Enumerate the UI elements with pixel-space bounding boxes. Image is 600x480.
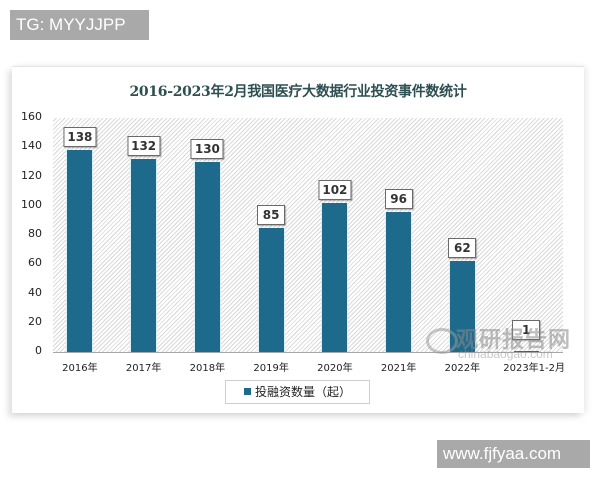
x-tick-label: 2016年 — [62, 363, 98, 374]
x-tick-label: 2023年1-2月 — [503, 363, 566, 374]
chart-title: 2016-2023年2月我国医疗大数据行业投资事件数统计 — [129, 84, 467, 100]
x-tick-label: 2020年 — [317, 363, 353, 374]
data-label: 85 — [257, 204, 286, 225]
chart-legend: 投融资数量（起） — [225, 380, 370, 404]
data-label: 96 — [384, 188, 413, 209]
watermark-top: TG: MYYJJPP — [10, 10, 149, 40]
y-tick-label: 160 — [21, 110, 42, 123]
y-tick-label: 100 — [21, 197, 42, 211]
chart-card: 2016-2023年2月我国医疗大数据行业投资事件数统计 0 20 40 60 80 10… — [12, 66, 584, 413]
legend-swatch-icon — [243, 388, 251, 395]
x-tick-label: 2017年 — [125, 363, 162, 374]
data-label: 132 — [127, 135, 161, 156]
bar — [131, 158, 157, 352]
bar — [513, 350, 539, 352]
y-tick-label: 0 — [35, 344, 42, 357]
bar — [386, 211, 412, 352]
x-axis-line — [53, 352, 563, 353]
y-tick-label: 60 — [28, 256, 42, 270]
x-tick-label: 2022年 — [444, 363, 481, 374]
data-label: 130 — [190, 138, 224, 159]
x-tick-label: 2018年 — [189, 363, 226, 374]
y-tick-label: 120 — [21, 168, 42, 182]
bar — [322, 202, 348, 352]
watermark-bottom: www.fjfyaa.com — [437, 440, 590, 468]
bar — [449, 261, 475, 352]
x-tick-label: 2019年 — [253, 363, 289, 374]
bar — [194, 161, 220, 352]
data-label: 1 — [512, 320, 541, 340]
y-tick-label: 140 — [21, 139, 42, 153]
y-tick-label: 80 — [28, 227, 42, 240]
x-tick-label: 2021年 — [380, 363, 417, 374]
data-label: 102 — [318, 179, 352, 200]
bar — [258, 227, 284, 352]
legend-label: 投融资数量（起） — [254, 385, 351, 399]
y-tick-label: 40 — [28, 285, 42, 299]
data-label: 138 — [63, 127, 97, 148]
bar — [67, 150, 93, 352]
data-label: 62 — [448, 238, 477, 259]
y-tick-label: 20 — [28, 314, 42, 328]
